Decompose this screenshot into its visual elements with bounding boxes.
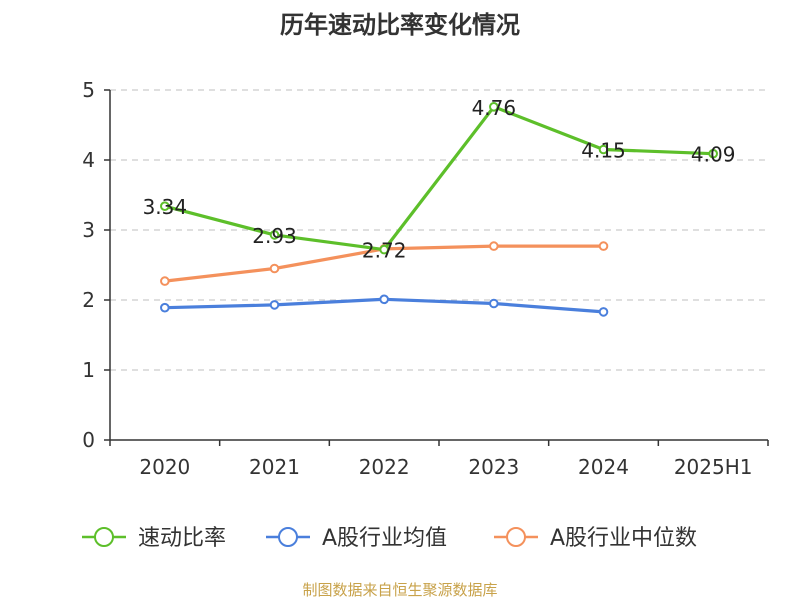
legend: 速动比率 A股行业均值 A股行业中位数 [82,526,697,551]
legend-marker [94,527,114,547]
data-point [160,201,170,211]
data-point [269,300,280,310]
data-label: 4.09 [691,143,736,167]
data-point [269,263,280,274]
axes: 0 1 2 3 4 5 2020 2021 2022 2023 2024 2025H1 [82,78,769,479]
legend-label: A股行业中位数 [550,526,697,551]
x-tick-label: 2024 [578,455,629,479]
y-tick-label: 3 [82,218,95,242]
y-tick-label: 0 [82,428,95,452]
x-tick-label: 2025H1 [674,455,753,479]
y-tick-label: 5 [82,78,95,102]
chart-title: 历年速动比率变化情况 [280,11,520,39]
data-label: 3.34 [143,195,188,219]
x-tick-label: 2021 [249,455,300,479]
legend-label: 速动比率 [138,526,226,551]
legend-marker [278,527,298,547]
legend-marker [506,527,526,547]
data-point [489,241,499,251]
y-tick-label: 2 [82,288,95,312]
data-point [160,276,170,286]
data-point [598,307,609,317]
data-label: 4.15 [581,139,626,163]
series-line [164,105,714,252]
x-tick-label: 2023 [468,455,519,479]
data-point [489,102,499,112]
data-point [489,298,499,309]
data-point [598,144,609,155]
data-point [269,230,280,240]
x-tick-label: 2020 [139,455,190,479]
data-label: 2.72 [362,239,407,263]
x-tick-label: 2022 [359,455,410,479]
y-tick-label: 4 [82,148,95,172]
series [160,102,718,317]
gridlines [110,89,768,371]
legend-label: A股行业均值 [322,526,447,551]
data-point [708,148,718,159]
data-label: 4.76 [472,96,517,120]
data-point [379,294,389,305]
data-label: 2.93 [252,224,297,248]
data-point [379,244,389,255]
data-point [598,241,609,251]
data-point [160,302,170,313]
data-labels: 3.34 2.93 2.72 4.76 4.15 4.09 [143,96,736,263]
y-tick-label: 1 [82,358,95,382]
source-note: 制图数据来自恒生聚源数据库 [302,581,497,599]
